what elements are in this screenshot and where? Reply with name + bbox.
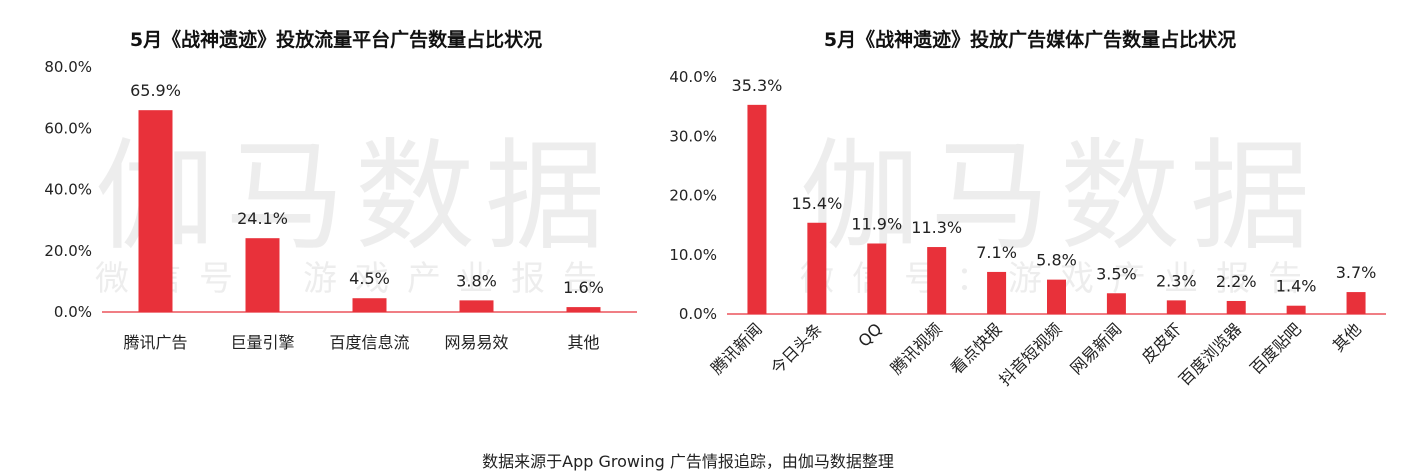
bar [987,271,1007,314]
y-tick-label: 80.0% [44,58,92,76]
category-label: 网易新闻 [1067,319,1126,378]
bar [352,298,387,312]
y-tick-label: 0.0% [679,305,717,323]
category-label: 抖音短视频 [995,319,1065,389]
category-label: QQ [854,319,885,350]
data-label: 5.8% [1036,251,1077,270]
category-label: 其他 [1329,319,1365,355]
bar [747,104,767,314]
category-label: 百度浏览器 [1175,319,1245,389]
data-label: 11.3% [911,218,962,237]
chart-title-left: 5月《战神遗迹》投放流量平台广告数量占比状况 [130,28,542,51]
data-label: 15.4% [791,194,842,213]
category-label: 腾讯广告 [123,333,187,352]
chart-title-right: 5月《战神遗迹》投放广告媒体广告数量占比状况 [824,28,1236,51]
data-label: 2.2% [1216,272,1257,291]
platform-bar-chart: 0.0% 20.0% 40.0% 60.0% 80.0% 65.9% 腾讯广告 24.1% 巨量… [44,58,637,352]
bar [1346,292,1366,314]
source-note: 数据来源于App Growing 广告情报追踪，由伽马数据整理 [482,452,894,471]
data-label: 1.4% [1276,277,1317,296]
bar [245,238,280,312]
y-tick-label: 0.0% [54,303,92,321]
category-label: 其他 [567,333,599,352]
bar [1226,300,1246,314]
category-label: 腾讯新闻 [707,319,766,378]
bar [1106,293,1126,314]
data-label: 3.7% [1336,263,1377,282]
bar [1166,300,1186,314]
bar [807,222,827,314]
category-label: 百度信息流 [329,333,409,352]
data-label: 24.1% [237,209,288,228]
bar [138,110,173,313]
y-tick-label: 20.0% [44,242,92,260]
y-tick-label: 40.0% [44,181,92,199]
data-label: 65.9% [130,81,181,100]
data-label: 35.3% [732,76,783,95]
data-label: 2.3% [1156,271,1197,290]
data-label: 3.5% [1096,264,1137,283]
bar [1286,305,1306,314]
category-label: 今日头条 [767,319,826,378]
bar [566,307,601,312]
y-tick-label: 10.0% [669,246,717,264]
category-label: 皮皮虾 [1138,319,1185,366]
watermark-sub-left: 微信号：游戏产业报告 [95,259,615,299]
bar [867,243,887,314]
watermark-left: 伽马数据 微信号：游戏产业报告 [95,128,615,299]
category-label: 百度贴吧 [1246,319,1305,378]
y-tick-label: 60.0% [44,119,92,137]
data-label: 1.6% [563,278,604,297]
y-tick-label: 30.0% [669,127,717,145]
category-label: 看点快报 [947,319,1006,378]
watermark-main-left: 伽马数据 [95,128,615,267]
y-tick-label: 20.0% [669,187,717,205]
data-label: 3.8% [456,271,497,290]
data-label: 11.9% [851,214,902,233]
category-label: 网易易效 [444,333,508,352]
bar [927,247,947,314]
y-tick-label: 40.0% [669,68,717,86]
data-label: 7.1% [976,243,1017,262]
data-label: 4.5% [349,269,390,288]
bar [1047,279,1066,314]
category-label: 巨量引擎 [230,333,294,352]
category-label: 腾讯视频 [887,319,946,378]
bar [459,300,494,312]
